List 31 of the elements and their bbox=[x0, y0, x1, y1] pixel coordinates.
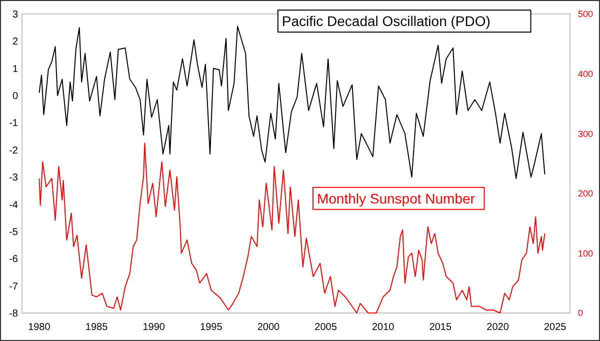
y-tick-label: -8 bbox=[9, 308, 18, 320]
y2-tick-label: 0 bbox=[578, 308, 584, 318]
y-tick-label: -6 bbox=[9, 254, 18, 266]
x-tick-label: 1985 bbox=[85, 322, 108, 333]
text: Pacific Decadal Oscillation (PDO) bbox=[282, 13, 490, 30]
y-tick-label: 2 bbox=[12, 36, 18, 48]
y-tick-label: -4 bbox=[9, 200, 18, 211]
y-tick-label: -5 bbox=[9, 226, 18, 238]
y2-tick-label: 500 bbox=[578, 9, 594, 20]
y2-tick-label: 200 bbox=[578, 188, 594, 199]
x-tick-label: 2000 bbox=[257, 322, 280, 333]
x-tick-label: 2005 bbox=[314, 322, 338, 333]
y-tick-label: -1 bbox=[9, 118, 18, 130]
y-tick-label: -7 bbox=[9, 281, 18, 292]
y2-tick-label: 400 bbox=[578, 68, 594, 79]
x-tick-label: 2015 bbox=[429, 322, 452, 333]
y2-tick-label: 300 bbox=[578, 128, 594, 139]
y-tick-label: -3 bbox=[9, 172, 18, 184]
line-series bbox=[38, 142, 546, 314]
x-tick-label: 2020 bbox=[486, 322, 510, 333]
y-tick-label: -2 bbox=[9, 145, 18, 156]
x-tick-label: 2025 bbox=[544, 322, 567, 333]
x-tick-label: 2010 bbox=[372, 322, 395, 333]
y-tick-label: 3 bbox=[12, 10, 18, 20]
y-tick-label: 0 bbox=[12, 91, 18, 102]
y-tick-label: 1 bbox=[12, 64, 18, 75]
series-label: Monthly Sunspot Number bbox=[316, 190, 476, 206]
x-tick-label: 1995 bbox=[200, 322, 223, 333]
x-tick-label: 1990 bbox=[142, 322, 166, 333]
x-tick-label: 1980 bbox=[28, 322, 51, 333]
y2-tick-label: 100 bbox=[578, 248, 594, 258]
